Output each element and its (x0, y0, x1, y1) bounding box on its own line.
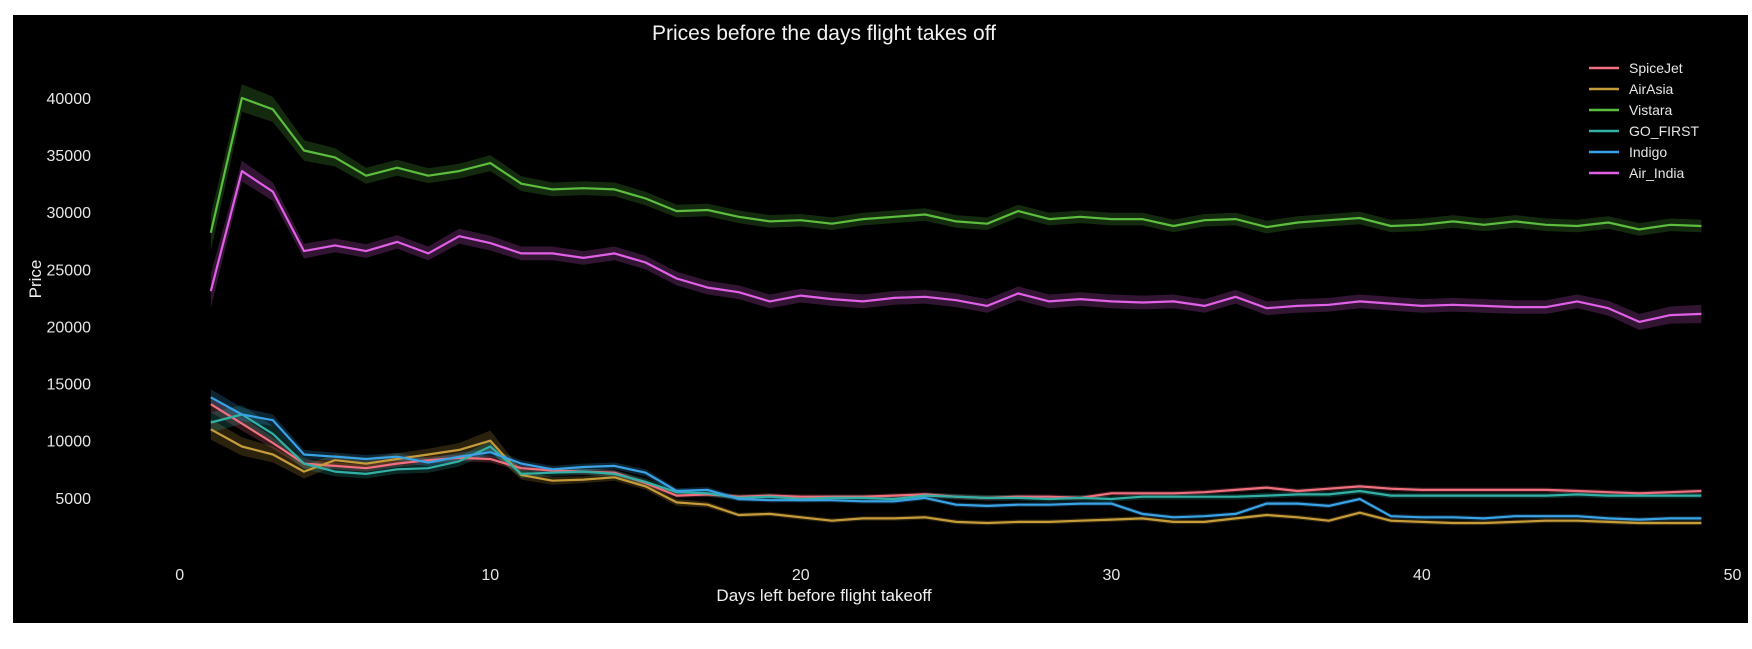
y-tick-label: 40000 (47, 91, 92, 108)
x-tick-label: 30 (1103, 567, 1121, 584)
y-axis-label: Price (26, 260, 45, 299)
legend-label: Indigo (1629, 144, 1667, 160)
band-vistara (210, 84, 1702, 252)
legend-label: SpiceJet (1629, 60, 1683, 76)
y-tick-label: 10000 (47, 434, 92, 451)
legend-label: Vistara (1629, 102, 1673, 118)
x-tick-label: 40 (1413, 567, 1431, 584)
legend-item-vistara: Vistara (1589, 102, 1673, 118)
chart-title: Prices before the days flight takes off (652, 22, 996, 45)
x-axis-label: Days left before flight takeoff (716, 586, 931, 605)
y-tick-label: 30000 (47, 205, 92, 222)
legend-item-spicejet: SpiceJet (1589, 60, 1683, 76)
x-tick-label: 20 (792, 567, 810, 584)
y-tick-label: 25000 (47, 262, 92, 279)
x-axis-ticks: 0 10 20 30 40 50 (175, 567, 1741, 584)
y-tick-label: 5000 (55, 491, 91, 508)
legend-label: AirAsia (1629, 81, 1674, 97)
y-axis-ticks: 5000 10000 15000 20000 25000 30000 35000 40000 (47, 91, 92, 508)
series-line-go-first (210, 413, 1702, 501)
x-tick-label: 0 (175, 567, 184, 584)
y-tick-label: 15000 (47, 377, 92, 394)
band-spicejet (210, 396, 1702, 501)
band-indigo (210, 389, 1702, 522)
y-tick-label: 20000 (47, 320, 92, 337)
band-airasia (210, 419, 1702, 526)
series-line-air-india (209, 170, 1702, 323)
series-lines (209, 96, 1702, 525)
x-tick-label: 50 (1724, 567, 1742, 584)
x-tick-label: 10 (481, 567, 499, 584)
series-line-vistara (209, 96, 1702, 234)
series-line-airasia (210, 428, 1702, 525)
price-line-chart: Prices before the days flight takes off … (26, 22, 1742, 605)
legend-item-air-india: Air_India (1589, 165, 1684, 181)
band-air-india (210, 160, 1702, 330)
legend-item-airasia: AirAsia (1589, 81, 1674, 97)
confidence-bands (210, 84, 1702, 526)
legend-label: GO_FIRST (1629, 123, 1699, 139)
legend-label: Air_India (1629, 165, 1684, 181)
y-tick-label: 35000 (47, 148, 92, 165)
legend-item-indigo: Indigo (1589, 144, 1667, 160)
legend: SpiceJet AirAsia Vistara GO_FIRST Indigo Air_… (1589, 60, 1699, 181)
legend-item-go-first: GO_FIRST (1589, 123, 1699, 139)
series-line-indigo (210, 396, 1702, 521)
chart-panel: Prices before the days flight takes off … (13, 15, 1748, 623)
